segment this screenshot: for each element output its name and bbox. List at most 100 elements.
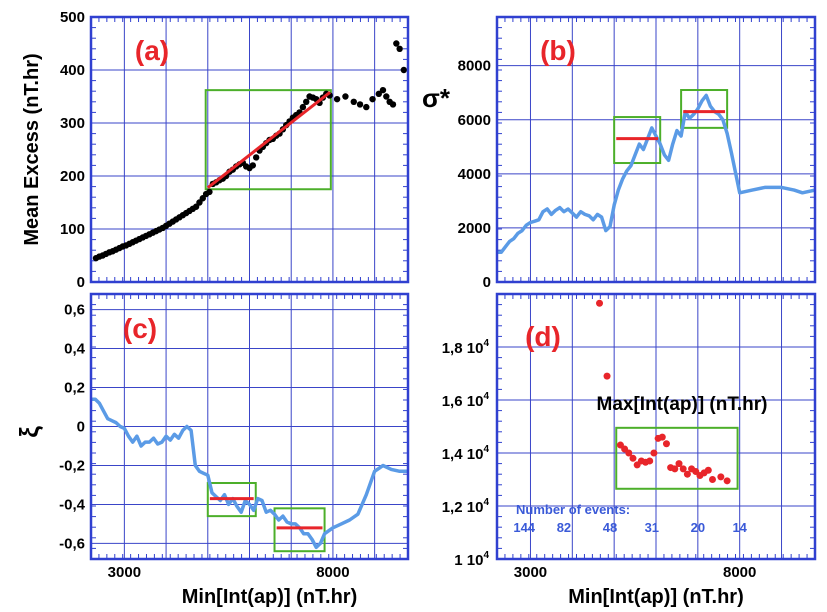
plot-frame (89, 292, 410, 561)
highlight-box (680, 89, 729, 129)
data-point (723, 477, 731, 485)
y-tick-exponent: 4 (483, 391, 489, 402)
data-point (252, 154, 260, 161)
data-point (629, 454, 637, 462)
y-tick-label: -0,4 (59, 496, 86, 513)
event-count: 82 (557, 520, 571, 535)
y-tick-label: 1,4 104 (442, 444, 490, 463)
panel-b: 0 2000 4000 6000 8000 σ* (b) (422, 15, 817, 291)
event-count: 14 (732, 520, 747, 535)
data-point (396, 45, 403, 52)
event-count: 144 (513, 520, 535, 535)
data-point (389, 101, 397, 108)
y-tick-label: 0 (77, 419, 85, 436)
plot-frame (89, 15, 410, 284)
xi-line (91, 397, 408, 550)
y-tick-label: 1,8 104 (442, 338, 490, 357)
x-tick-label: 8000 (723, 564, 756, 581)
y-tick-exponent: 4 (483, 550, 489, 561)
y-tick-label: 0,2 (64, 380, 85, 397)
sigma-line (497, 93, 815, 255)
data-point (342, 93, 349, 100)
y-tick-label: 4000 (458, 166, 491, 183)
x-tick-label: 3000 (514, 564, 547, 581)
y-tick-mantissa: 1,2 10 (442, 499, 484, 516)
data-point (350, 98, 357, 106)
y-tick-label: 8000 (458, 58, 491, 75)
data-point (299, 103, 307, 111)
y-axis-label: Mean Excess (nT.hr) (21, 53, 43, 245)
data-point (679, 465, 687, 473)
y-axis-label: σ* (422, 83, 451, 113)
y-tick-label: 1,6 104 (442, 391, 490, 410)
y-tick-mantissa: 1,8 10 (442, 340, 484, 357)
y-tick-label: 400 (60, 62, 85, 79)
data-point (708, 476, 716, 483)
y-tick-exponent: 4 (483, 444, 489, 455)
plot-area (92, 40, 408, 262)
highlight-box (273, 507, 326, 553)
y-tick-label: 0,6 (64, 302, 85, 319)
y-tick-exponent: 4 (483, 497, 489, 508)
panel-label: (a) (135, 35, 169, 66)
plot-area (497, 89, 815, 255)
x-tick-label: 8000 (316, 564, 349, 581)
plot-frame (495, 292, 817, 561)
y-tick-label: 500 (60, 9, 85, 26)
y-tick-label: -0,2 (59, 457, 85, 474)
plot-area (596, 299, 739, 490)
data-point (596, 299, 604, 307)
y-tick-label: 300 (60, 115, 85, 132)
data-point (650, 449, 658, 457)
data-point (375, 90, 383, 98)
event-count: 20 (691, 520, 705, 535)
y-tick-label: 100 (60, 221, 85, 238)
data-point (625, 449, 633, 457)
data-point (363, 103, 370, 111)
events-heading: Number of events: (516, 502, 630, 517)
x-axis-label: Min[Int(ap)] (nT.hr) (182, 586, 358, 608)
panel-label: (d) (525, 321, 561, 352)
y-tick-label: -0,6 (59, 535, 85, 552)
data-point (333, 95, 341, 103)
data-point (303, 98, 310, 106)
data-point (400, 66, 408, 74)
y-tick-exponent: 4 (483, 338, 489, 349)
y-tick-label: 0 (483, 274, 491, 291)
data-point (379, 86, 387, 94)
y-tick-mantissa: 1,4 10 (442, 446, 484, 463)
x-axis-label: Min[Int(ap)] (nT.hr) (568, 586, 744, 608)
x-tick-label: 3000 (108, 564, 141, 581)
event-count: 48 (603, 520, 617, 535)
data-point (249, 162, 257, 169)
panel-c: -0,6 -0,4 -0,2 0 0,2 0,4 0,6 3000 8000 ξ Min[Int(a… (14, 292, 410, 608)
fit-line (206, 91, 331, 189)
data-point (671, 465, 679, 473)
y-tick-label: 200 (60, 168, 85, 185)
data-point (675, 460, 683, 468)
highlight-box (204, 89, 332, 191)
data-point (603, 372, 611, 380)
y-tick-mantissa: 1 10 (454, 552, 483, 569)
data-point (356, 101, 364, 108)
y-tick-label: 2000 (458, 220, 491, 237)
data-point (662, 440, 670, 448)
y-tick-label: 6000 (458, 112, 491, 129)
y-tick-label: 0 (77, 274, 85, 291)
event-count: 31 (645, 520, 659, 535)
y-tick-label: 1,2 104 (442, 497, 490, 516)
panel-a: 0 100 200 300 400 500 Mean Excess (nT.hr) (a) (21, 9, 410, 291)
data-point (383, 93, 390, 100)
y-tick-label: 1 104 (454, 550, 489, 569)
data-point (393, 40, 400, 47)
panel-label: (b) (540, 35, 576, 66)
y-tick-label: 0,4 (64, 341, 86, 358)
panel-label: (c) (123, 313, 157, 344)
annotation-label: Max[Int(ap)] (nT.hr) (597, 394, 768, 415)
data-point (646, 457, 654, 465)
plot-frame (495, 15, 817, 284)
data-point (658, 433, 666, 441)
data-point (369, 95, 376, 103)
